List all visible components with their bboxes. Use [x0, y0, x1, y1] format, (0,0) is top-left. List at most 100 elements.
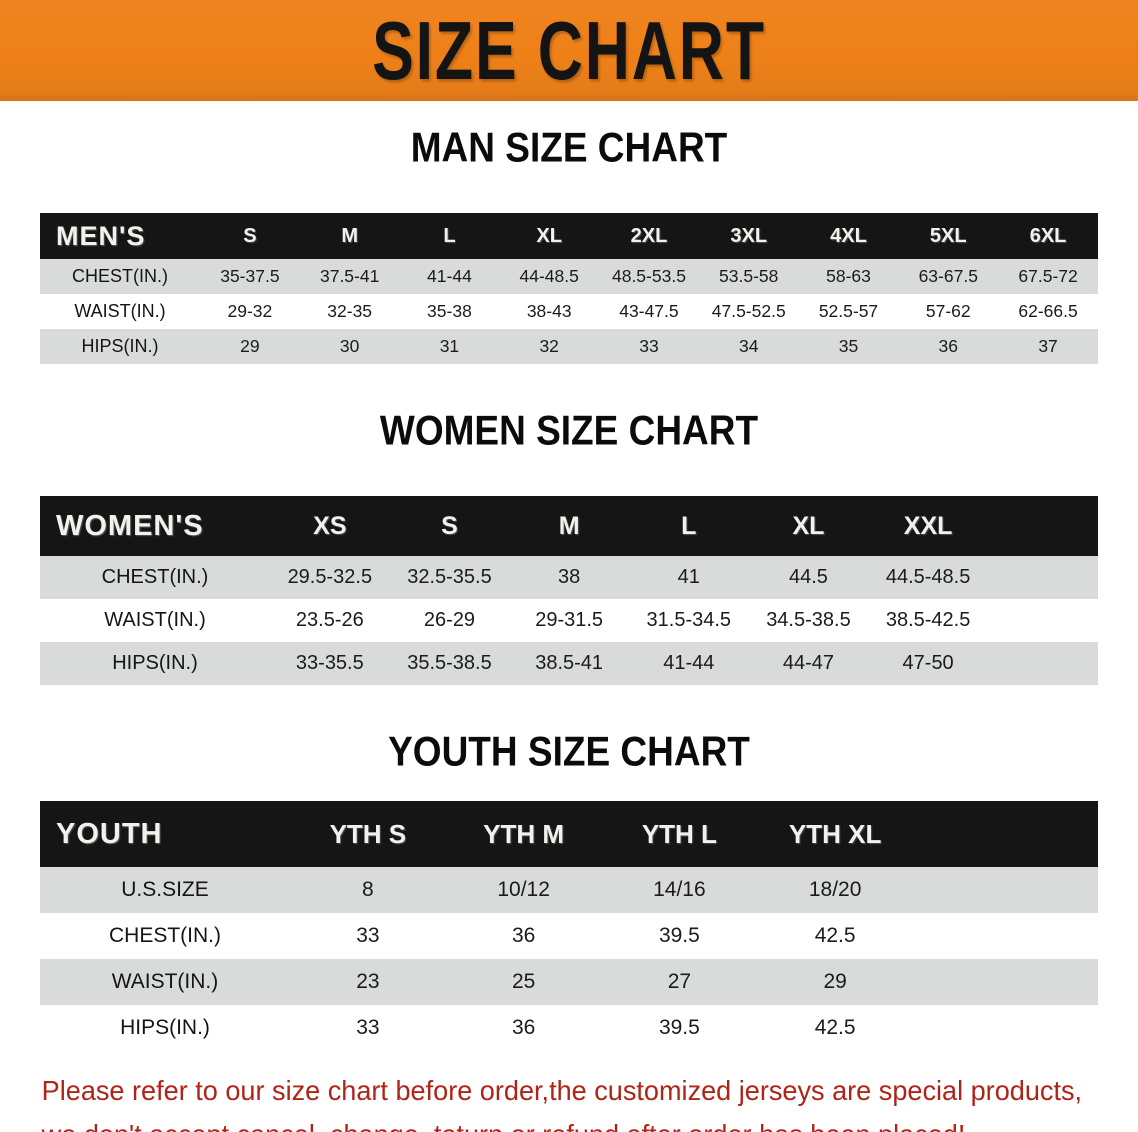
table-cell: 14/16: [653, 878, 706, 901]
man-column-header-s: S: [243, 224, 257, 247]
man-row-label-hips-in-: HIPS(IN.): [81, 336, 159, 356]
section-title-man: MAN SIZE CHART: [410, 124, 728, 171]
youth-column-header-yth-m: YTH M: [483, 818, 565, 849]
table-cell: 39.5: [658, 1016, 700, 1039]
table-cell: 33-35.5: [295, 652, 364, 674]
youth-row-label-waist-in-: WAIST(IN.): [111, 970, 219, 993]
man-column-header-4xl: 4XL: [830, 224, 867, 247]
man-column-header-6xl: 6XL: [1029, 224, 1067, 247]
table-cell: 33: [356, 1016, 380, 1039]
table-cell: 38-43: [526, 301, 572, 321]
table-cell: 35.5-38.5: [407, 652, 492, 674]
women-header-row: WOMEN'S XS S M L XL XXL: [40, 496, 1098, 556]
table-cell: 29.5-32.5: [287, 566, 373, 588]
youth-row-label-chest-in-: CHEST(IN.): [109, 924, 221, 947]
table-cell: 29: [823, 970, 847, 993]
table-cell: 44.5-48.5: [885, 566, 971, 588]
man-column-header-m: M: [341, 224, 358, 247]
men-size-table: MEN'S S M L XL 2XL 3XL 4XL 5XL 6XL CHEST(IN.) 35-37…: [40, 213, 1098, 364]
table-cell: 38: [558, 566, 581, 588]
women-corner-label: WOMEN'S: [56, 509, 204, 542]
women-row-spacer: [988, 599, 1098, 642]
table-row: HIPS(IN.) 33-35.5 35.5-38.5 38.5-41 41-44 44-…: [40, 642, 1098, 685]
table-row: HIPS(IN.) 29 30 31 32 33 34 35 36 37: [40, 329, 1098, 364]
table-cell: 18/20: [808, 878, 862, 901]
man-corner-label: MEN'S: [56, 220, 146, 251]
youth-column-header-yth-xl: YTH XL: [788, 818, 882, 849]
man-column-header-5xl: 5XL: [929, 224, 967, 247]
youth-column-header-yth-l: YTH L: [641, 818, 717, 849]
table-cell: 10/12: [497, 878, 550, 901]
table-cell: 36: [511, 924, 536, 947]
table-cell: 31: [439, 336, 460, 356]
man-row-label-chest-in-: CHEST(IN.): [72, 266, 168, 286]
section-title-women: WOMEN SIZE CHART: [379, 407, 759, 454]
table-cell: 36: [511, 1016, 536, 1039]
table-row: WAIST(IN.) 23 25 27 29: [40, 959, 1098, 1005]
table-cell: 57-62: [925, 301, 971, 321]
table-cell: 42.5: [814, 924, 856, 947]
table-cell: 29-31.5: [535, 609, 604, 631]
table-cell: 29-32: [227, 301, 273, 321]
table-cell: 37: [1038, 336, 1058, 356]
youth-corner-label: YOUTH: [56, 817, 163, 850]
women-column-header-xl: XL: [792, 511, 825, 540]
table-cell: 41-44: [427, 266, 472, 286]
youth-row-label-u-s-size: U.S.SIZE: [121, 878, 209, 901]
women-table-body: WOMEN'S XS S M L XL XXL CHEST(IN.) 29.5-32.5 32.5…: [40, 496, 1098, 685]
table-row: CHEST(IN.) 33 36 39.5 42.5: [40, 913, 1098, 959]
table-cell: 8: [362, 878, 374, 901]
men-table-body: MEN'S S M L XL 2XL 3XL 4XL 5XL 6XL CHEST(IN.) 35-37…: [40, 213, 1098, 364]
table-cell: 58-63: [826, 266, 871, 286]
table-cell: 62-66.5: [1018, 301, 1078, 321]
youth-table-body: YOUTH YTH S YTH M YTH L YTH XL U.S.SIZE 8 10/12…: [40, 801, 1098, 1051]
man-column-header-3xl: 3XL: [730, 224, 768, 247]
table-cell: 39.5: [658, 924, 700, 947]
disclaimer-note: Please refer to our size chart before or…: [20, 1069, 1102, 1132]
table-cell: 37.5-41: [319, 266, 380, 286]
disclaimer-line-2: we don't accept cancel, change, teturn o…: [42, 1113, 1102, 1132]
table-cell: 47.5-52.5: [711, 301, 786, 321]
youth-row-spacer: [913, 1005, 1098, 1051]
table-cell: 36: [938, 336, 958, 356]
table-row: HIPS(IN.) 33 36 39.5 42.5: [40, 1005, 1098, 1051]
table-cell: 25: [511, 970, 536, 993]
table-cell: 31.5-34.5: [646, 609, 732, 631]
man-column-header-l: L: [443, 224, 456, 247]
table-cell: 63-67.5: [918, 266, 978, 286]
women-row-spacer: [988, 642, 1098, 685]
youth-column-header-yth-s: YTH S: [329, 818, 407, 849]
man-header-row: MEN'S S M L XL 2XL 3XL 4XL 5XL 6XL: [40, 213, 1098, 259]
table-cell: 48.5-53.5: [611, 266, 686, 286]
table-cell: 38.5-42.5: [885, 609, 971, 631]
man-column-header-2xl: 2XL: [630, 224, 668, 247]
youth-header-row: YOUTH YTH S YTH M YTH L YTH XL: [40, 801, 1098, 867]
women-column-header-l: L: [681, 511, 697, 540]
women-column-header-s: S: [441, 511, 458, 540]
youth-row-spacer: [913, 913, 1098, 959]
table-cell: 29: [240, 336, 260, 356]
table-cell: 35: [838, 336, 859, 356]
table-cell: 53.5-58: [719, 266, 779, 286]
disclaimer-line-1: Please refer to our size chart before or…: [41, 1075, 1083, 1106]
women-header-spacer: [988, 496, 1098, 556]
table-row: U.S.SIZE 8 10/12 14/16 18/20: [40, 867, 1098, 913]
table-cell: 47-50: [902, 652, 954, 674]
table-cell: 32.5-35.5: [407, 566, 492, 588]
youth-row-spacer: [913, 867, 1098, 913]
table-cell: 42.5: [814, 1016, 856, 1039]
man-column-header-xl: XL: [536, 224, 562, 247]
table-row: WAIST(IN.) 29-32 32-35 35-38 38-43 43-47.5 47.…: [40, 294, 1098, 329]
table-cell: 34.5-38.5: [766, 609, 851, 631]
women-row-label-waist-in-: WAIST(IN.): [104, 609, 206, 631]
section-title-youth: YOUTH SIZE CHART: [388, 728, 750, 775]
table-cell: 32-35: [327, 301, 373, 321]
table-cell: 38.5-41: [535, 652, 604, 674]
table-cell: 44-48.5: [519, 266, 579, 286]
women-column-header-xxl: XXL: [903, 511, 953, 540]
table-row: WAIST(IN.) 23.5-26 26-29 29-31.5 31.5-34.5 34…: [40, 599, 1098, 642]
women-row-spacer: [988, 556, 1098, 599]
table-cell: 44-47: [782, 652, 835, 674]
table-row: CHEST(IN.) 35-37.5 37.5-41 41-44 44-48.5 48.5…: [40, 259, 1098, 294]
